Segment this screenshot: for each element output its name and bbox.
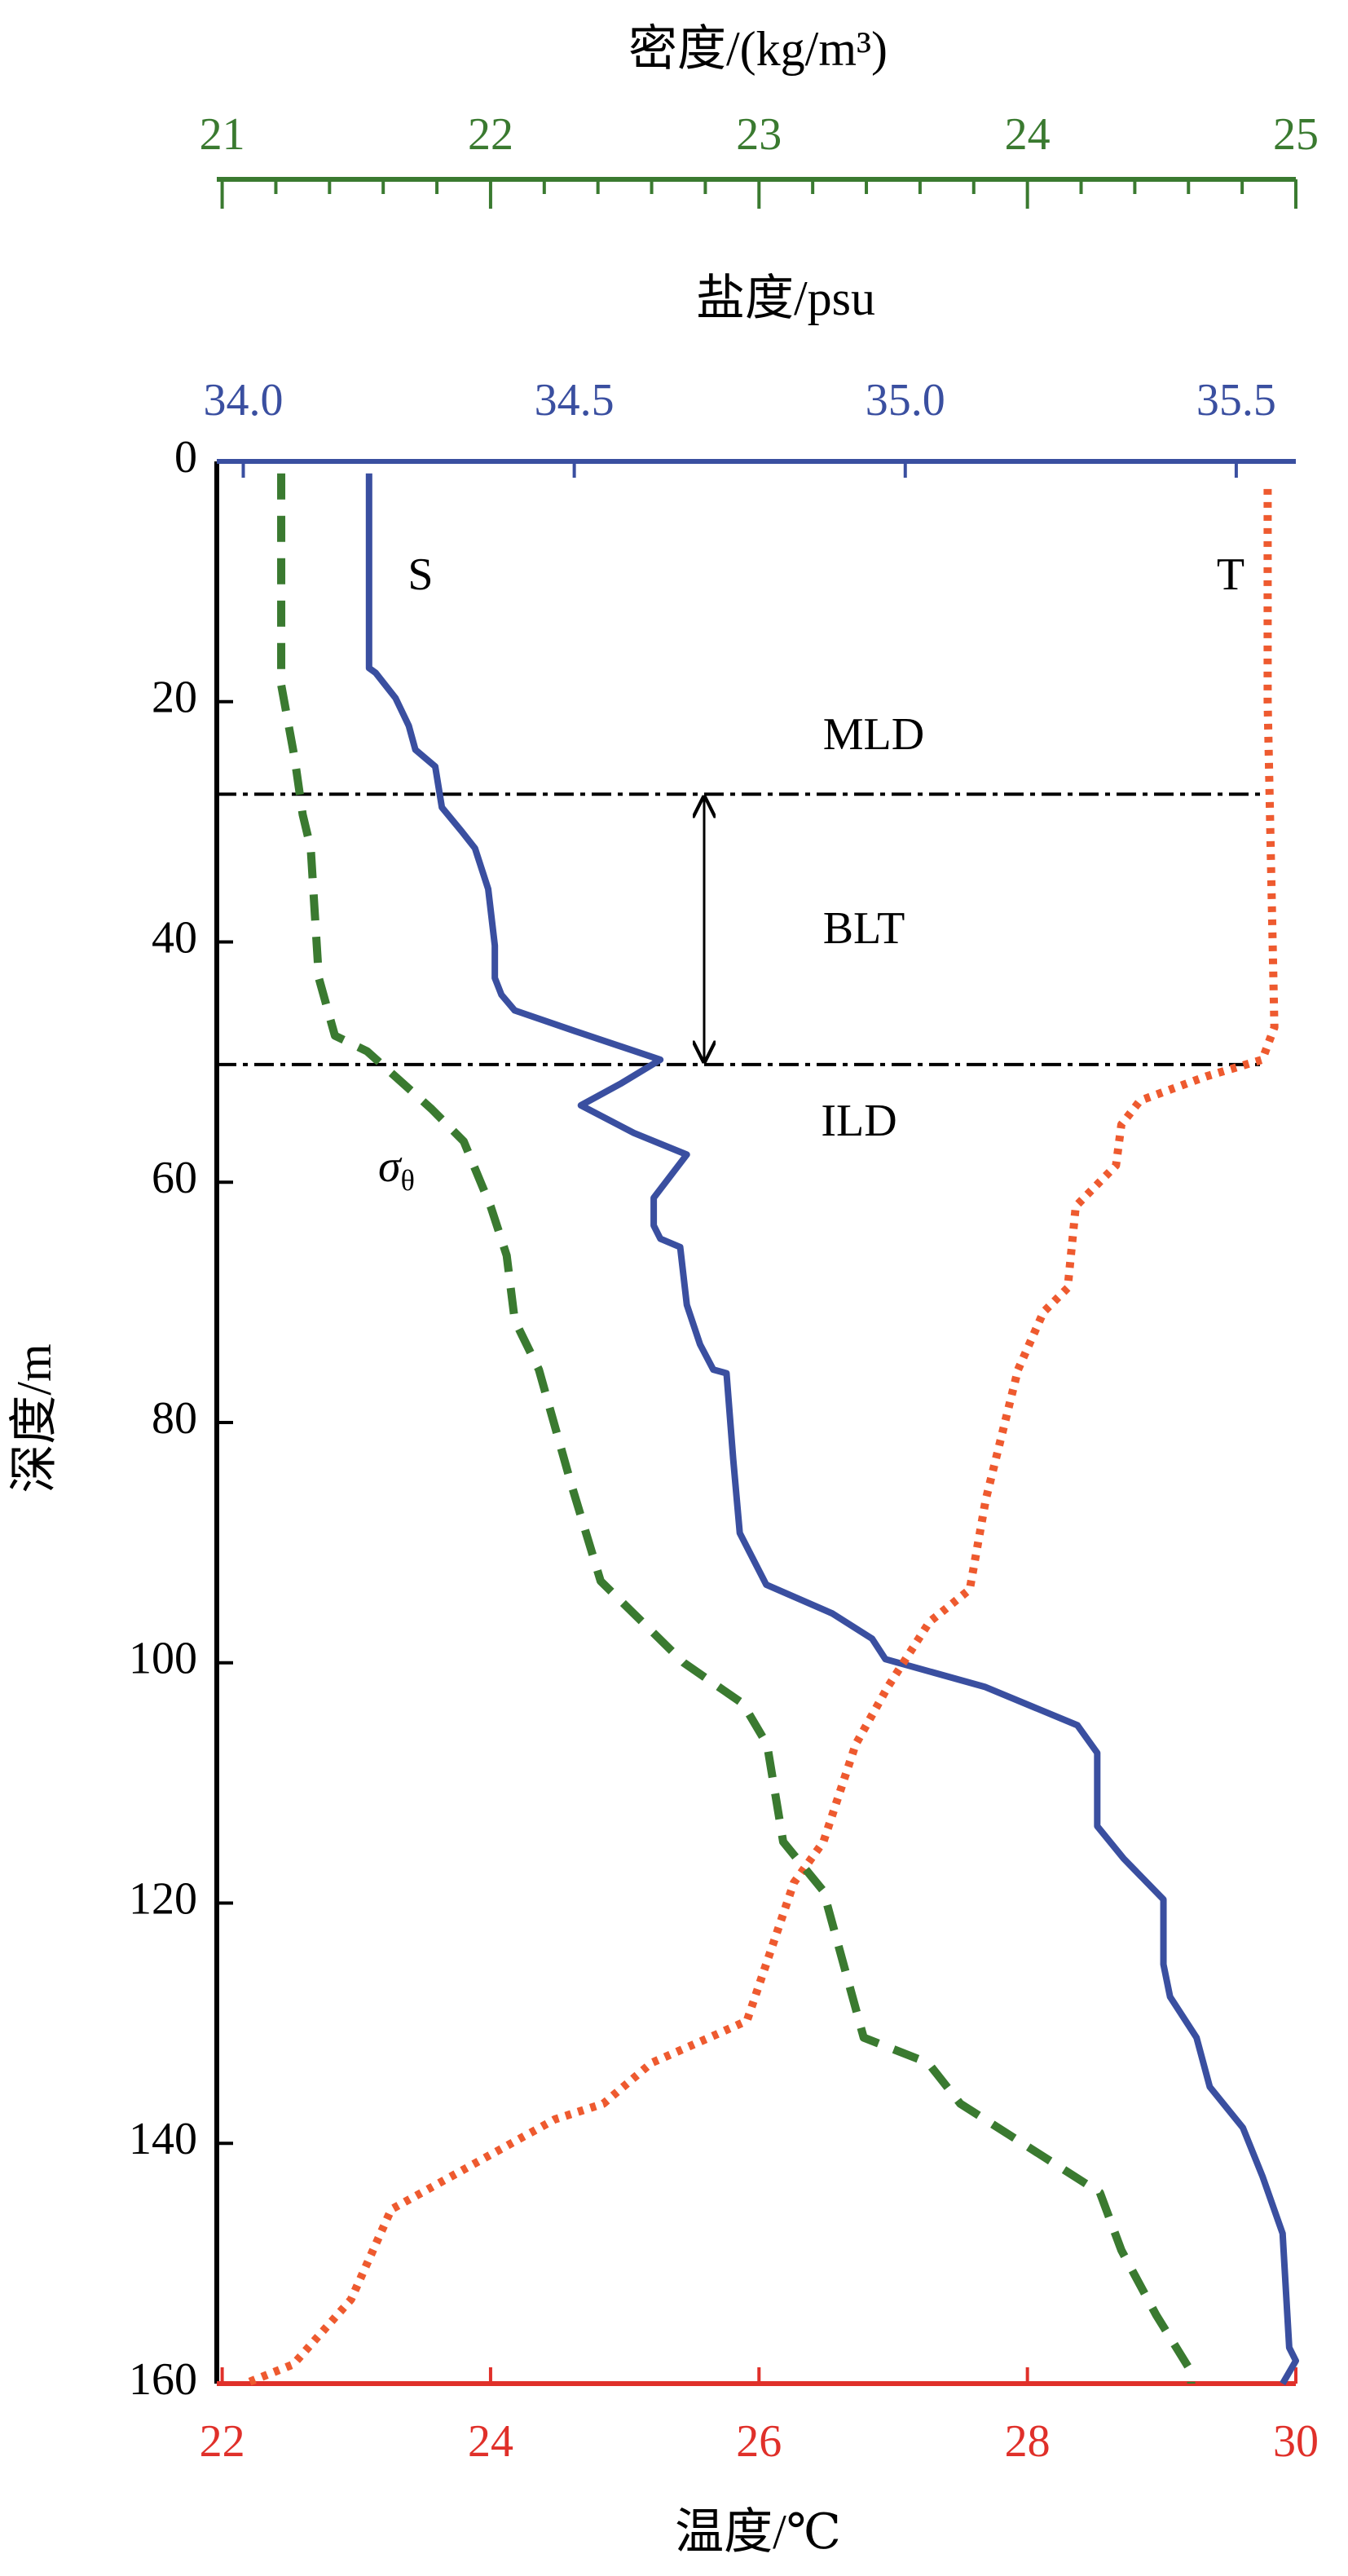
- series-line: [243, 488, 1279, 2388]
- x-tick-label: 30: [1273, 2416, 1319, 2467]
- series-label: σθ: [378, 1141, 415, 1197]
- x-tick-label: 35.0: [866, 375, 945, 426]
- x-tick-label: 34.5: [535, 375, 615, 426]
- density-axis-title: 密度/(kg/m³): [628, 22, 888, 76]
- series-line: [365, 473, 1299, 2386]
- x-tick-label: 23: [736, 109, 782, 160]
- y-tick-label: 120: [129, 1873, 197, 1924]
- depth-axis-title: 深度/m: [7, 1343, 61, 1493]
- x-tick-label: 21: [200, 109, 245, 160]
- x-tick-label: 22: [468, 109, 513, 160]
- series-line: [277, 473, 1196, 2384]
- y-tick-label: 160: [129, 2354, 197, 2405]
- salinity-axis-title: 盐度/psu: [696, 271, 875, 325]
- y-tick-label: 40: [152, 912, 197, 963]
- y-tick-label: 20: [152, 673, 197, 723]
- x-tick-label: 34.0: [203, 375, 283, 426]
- annotation: ILD: [821, 1096, 896, 1146]
- x-tick-label: 24: [1005, 109, 1051, 160]
- x-tick-label: 22: [200, 2416, 245, 2467]
- annotation: MLD: [823, 709, 924, 760]
- series-label-subscript: θ: [401, 1164, 415, 1197]
- y-tick-label: 60: [152, 1153, 197, 1203]
- temperature-axis-title: 温度/℃: [675, 2505, 841, 2559]
- y-tick-label: 0: [174, 432, 197, 483]
- x-tick-label: 28: [1005, 2416, 1051, 2467]
- x-tick-label: 24: [468, 2416, 513, 2467]
- y-tick-label: 80: [152, 1393, 197, 1444]
- series-label: T: [1217, 549, 1244, 600]
- x-tick-label: 26: [736, 2416, 782, 2467]
- y-tick-label: 140: [129, 2114, 197, 2164]
- y-tick-label: 100: [129, 1634, 197, 1684]
- series-label: S: [407, 549, 433, 600]
- series-label-symbol: σ: [378, 1141, 403, 1192]
- x-tick-label: 25: [1273, 109, 1319, 160]
- annotation: BLT: [823, 903, 905, 954]
- x-tick-label: 35.5: [1196, 375, 1276, 426]
